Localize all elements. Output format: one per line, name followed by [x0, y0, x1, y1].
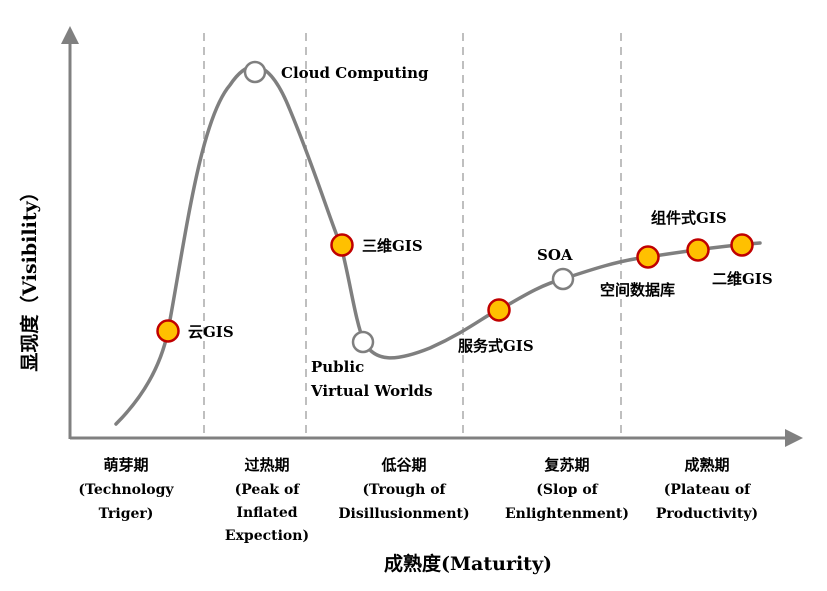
phase-3-en: Disillusionment): [338, 506, 469, 522]
phase-5-en: Productivity): [656, 506, 758, 522]
phase-5-en: (Plateau of: [664, 482, 751, 498]
y-axis-arrow: [61, 26, 79, 44]
point-label-public-virtual-worlds: Public: [311, 358, 364, 376]
phase-1-en: (Technology: [78, 482, 174, 498]
phase-2-cn: 过热期: [244, 456, 289, 474]
axes: [61, 26, 803, 447]
point-marker-component-gis: [686, 238, 710, 262]
x-axis-arrow: [785, 429, 803, 447]
technology-points: [156, 60, 754, 354]
point-label-spatial-database: 空间数据库: [600, 281, 675, 299]
phase-3-cn: 低谷期: [380, 456, 426, 474]
point-marker-3d-gis: [330, 233, 354, 257]
x-axis-title: 成熟度(Maturity): [384, 552, 552, 575]
phase-1-cn: 萌芽期: [103, 456, 148, 474]
hype-curve: [114, 64, 762, 426]
y-axis-title: 显现度（Visibility）: [18, 182, 41, 371]
point-marker-spatial-database: [636, 245, 660, 269]
phase-2-en: Inflated: [236, 505, 297, 521]
phase-2-en: Expection): [225, 528, 309, 544]
point-marker-service-gis: [487, 298, 511, 322]
phase-4-en: Enlightenment): [505, 506, 629, 522]
phase-4-en: (Slop of: [536, 482, 598, 498]
point-labels: 云GIS Cloud Computing 三维GIS Public Virtua…: [188, 64, 773, 400]
point-label-service-gis: 服务式GIS: [458, 337, 534, 355]
point-marker-cloud-computing: [243, 60, 267, 84]
point-label-public-virtual-worlds-line2: Virtual Worlds: [310, 382, 433, 400]
phase-5-cn: 成熟期: [684, 456, 729, 474]
point-label-component-gis: 组件式GIS: [651, 209, 727, 227]
point-label-soa: SOA: [537, 246, 573, 264]
point-marker-cloud-gis: [156, 319, 180, 343]
point-marker-2d-gis: [730, 233, 754, 257]
point-marker-soa: [551, 267, 575, 291]
phase-3-en: (Trough of: [362, 482, 446, 498]
phase-dividers: [203, 33, 622, 438]
point-label-3d-gis: 三维GIS: [362, 237, 423, 255]
point-marker-public-virtual-worlds: [351, 330, 375, 354]
phase-2-en: (Peak of: [235, 482, 301, 498]
point-label-cloud-computing: Cloud Computing: [281, 64, 429, 82]
point-label-2d-gis: 二维GIS: [712, 270, 773, 288]
point-label-cloud-gis: 云GIS: [188, 323, 234, 341]
phase-1-en: Triger): [99, 506, 154, 522]
phase-labels: 萌芽期 (Technology Triger) 过热期 (Peak of Inf…: [78, 456, 758, 544]
phase-4-cn: 复苏期: [543, 456, 589, 474]
